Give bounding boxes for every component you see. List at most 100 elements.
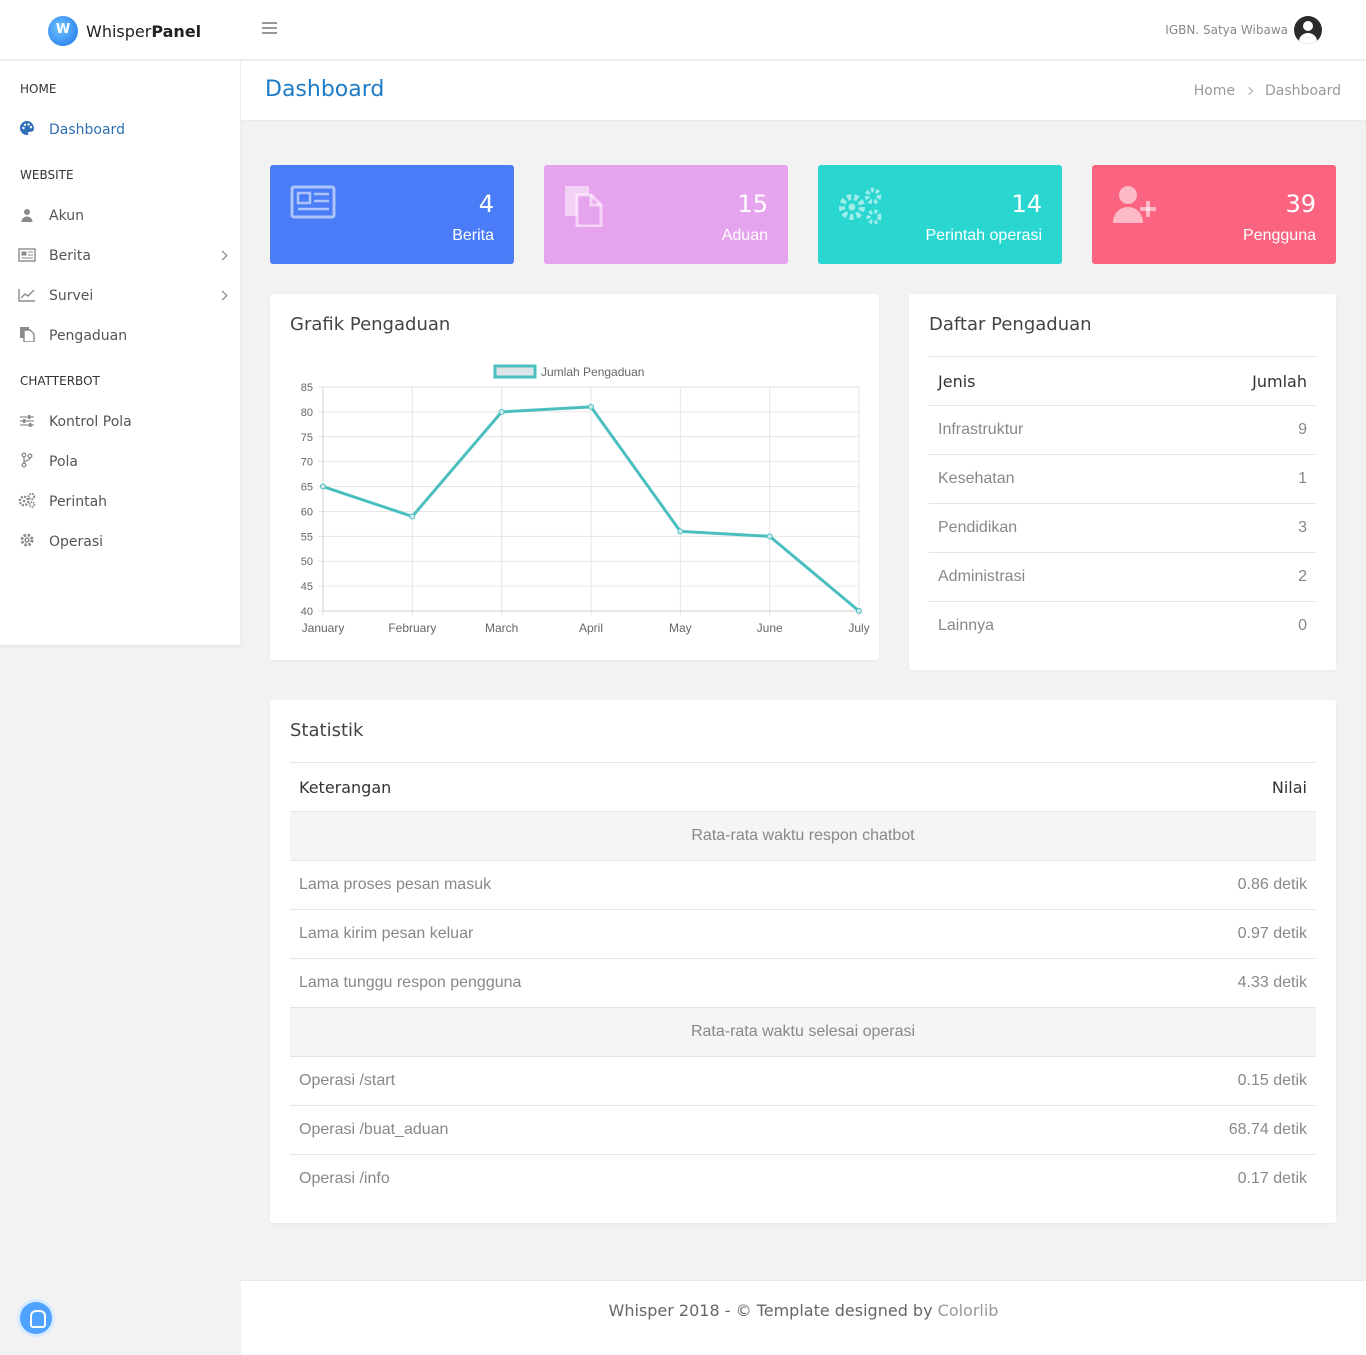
sidebar-item-label: Survei: [49, 288, 94, 304]
statistik-card-title: Statistik: [290, 720, 364, 741]
y-tick-label: 45: [301, 581, 313, 593]
avatar[interactable]: [1294, 16, 1322, 44]
table-row: Pendidikan 3: [929, 503, 1316, 552]
sidebar-item-label: Dashboard: [49, 122, 125, 138]
x-tick-label: July: [848, 621, 869, 635]
brand-logo[interactable]: WhisperPanel: [48, 16, 201, 46]
data-point: [677, 528, 684, 535]
metric-value: 0.15 detik: [1237, 1072, 1307, 1089]
sidebar-item-berita[interactable]: Berita: [0, 244, 240, 268]
table-group-row: Rata-rata waktu selesai operasi: [290, 1007, 1316, 1056]
stat-card-pengguna[interactable]: 39 Pengguna: [1092, 165, 1336, 264]
column-header-nilai: Nilai: [1271, 778, 1307, 797]
user-plus-icon: [1112, 185, 1160, 230]
breadcrumb-current: Dashboard: [1265, 83, 1341, 99]
user-icon: [18, 203, 35, 230]
chat-bubble-button[interactable]: [20, 1302, 52, 1334]
metric-value: 0.17 detik: [1237, 1170, 1307, 1187]
metric-label: Operasi /buat_aduan: [299, 1121, 449, 1138]
sidebar-item-dashboard[interactable]: Dashboard: [0, 118, 240, 142]
breadcrumb-home[interactable]: Home: [1193, 83, 1236, 99]
complaint-type: Kesehatan: [938, 470, 1015, 487]
y-tick-label: 80: [301, 407, 313, 419]
column-header-keterangan: Keterangan: [299, 778, 392, 797]
complaint-type: Administrasi: [938, 568, 1026, 585]
table-row: Lama proses pesan masuk 0.86 detik: [290, 860, 1316, 909]
x-tick-label: March: [485, 621, 518, 635]
sidebar-item-perintah[interactable]: Perintah: [0, 490, 240, 514]
stat-value: 39: [1285, 190, 1316, 218]
table-row: Kesehatan 1: [929, 454, 1316, 503]
stat-label: Berita: [452, 227, 494, 244]
stat-value: 14: [1011, 190, 1042, 218]
stat-card-berita[interactable]: 4 Berita: [270, 165, 514, 264]
logo-text-light: Whisper: [86, 21, 152, 41]
sidebar-item-survei[interactable]: Survei: [0, 284, 240, 308]
table-row: Administrasi 2: [929, 552, 1316, 601]
sidebar-item-label: Berita: [49, 248, 91, 264]
metric-value: 0.97 detik: [1237, 925, 1307, 942]
metric-label: Operasi /start: [299, 1072, 396, 1089]
y-tick-label: 50: [301, 556, 313, 568]
complaint-type: Infrastruktur: [938, 421, 1024, 438]
table-header-row: Jenis Jumlah: [929, 356, 1316, 405]
y-tick-label: 65: [301, 482, 313, 494]
legend-swatch: [493, 364, 537, 379]
x-tick-label: February: [388, 621, 436, 635]
data-point: [588, 403, 594, 410]
stat-label: Pengguna: [1243, 227, 1316, 244]
sidebar-item-label: Pengaduan: [49, 328, 128, 344]
y-tick-label: 55: [301, 531, 313, 543]
sidebar-item-label: Akun: [49, 208, 84, 224]
stat-card-aduan[interactable]: 15 Aduan: [544, 165, 788, 264]
sidebar-section-website: WEBSITE: [20, 168, 74, 182]
data-point: [409, 513, 416, 520]
complaint-type: Pendidikan: [938, 519, 1018, 536]
sidebar-item-label: Pola: [49, 454, 78, 470]
line-chart: 85 80 75 70 65 60 55 50 45 40 January February March…: [301, 364, 870, 635]
data-point: [766, 533, 773, 540]
data-point: [498, 408, 505, 415]
whisper-logo-icon: [48, 16, 78, 46]
sidebar-item-label: Perintah: [49, 494, 108, 510]
stat-label: Perintah operasi: [925, 227, 1042, 244]
newspaper-icon: [290, 185, 336, 224]
table-row: Infrastruktur 9: [929, 405, 1316, 454]
sidebar: HOME Dashboard WEBSITE Akun Berita Surve…: [0, 61, 240, 645]
sidebar-section-home: HOME: [20, 82, 57, 96]
user-menu[interactable]: IGBN. Satya Wibawa: [1165, 16, 1322, 44]
files-icon: [564, 185, 606, 232]
sidebar-item-pengaduan[interactable]: Pengaduan: [0, 324, 240, 348]
footer-colorlib-link[interactable]: Colorlib: [937, 1301, 999, 1320]
chevron-right-icon: [217, 290, 228, 301]
metric-value: 0.86 detik: [1237, 876, 1307, 893]
column-header-jumlah: Jumlah: [1252, 372, 1307, 391]
statistik-card: Statistik Keterangan Nilai Rata-rata wak…: [270, 700, 1336, 1223]
sidebar-item-akun[interactable]: Akun: [0, 204, 240, 228]
sidebar-item-pola[interactable]: Pola: [0, 450, 240, 474]
table-row: Lainnya 0: [929, 601, 1316, 650]
sliders-icon: [18, 409, 35, 436]
stat-value: 4: [478, 190, 494, 218]
sidebar-item-kontrol-pola[interactable]: Kontrol Pola: [0, 410, 240, 434]
palette-icon: [18, 116, 35, 144]
metric-label: Operasi /info: [299, 1170, 390, 1187]
sidebar-item-operasi[interactable]: Operasi: [0, 530, 240, 554]
user-name: IGBN. Satya Wibawa: [1165, 23, 1288, 37]
stat-card-perintah[interactable]: 14 Perintah operasi: [818, 165, 1062, 264]
gears-icon: [18, 488, 36, 516]
x-tick-label: January: [302, 621, 345, 635]
y-tick-label: 40: [301, 606, 313, 618]
top-navbar: WhisperPanel IGBN. Satya Wibawa: [0, 0, 1366, 60]
gears-icon: [838, 185, 884, 232]
menu-toggle-icon[interactable]: [262, 22, 277, 34]
chevron-right-icon: [1244, 86, 1254, 96]
line-chart-icon: [18, 283, 35, 310]
complaint-count: 9: [1298, 421, 1307, 438]
y-tick-label: 85: [301, 382, 313, 394]
data-point: [856, 608, 862, 614]
x-tick-label: June: [757, 621, 783, 635]
table-row: Operasi /start 0.15 detik: [290, 1056, 1316, 1105]
sidebar-item-label: Operasi: [49, 534, 104, 550]
table-row: Lama kirim pesan keluar 0.97 detik: [290, 909, 1316, 958]
